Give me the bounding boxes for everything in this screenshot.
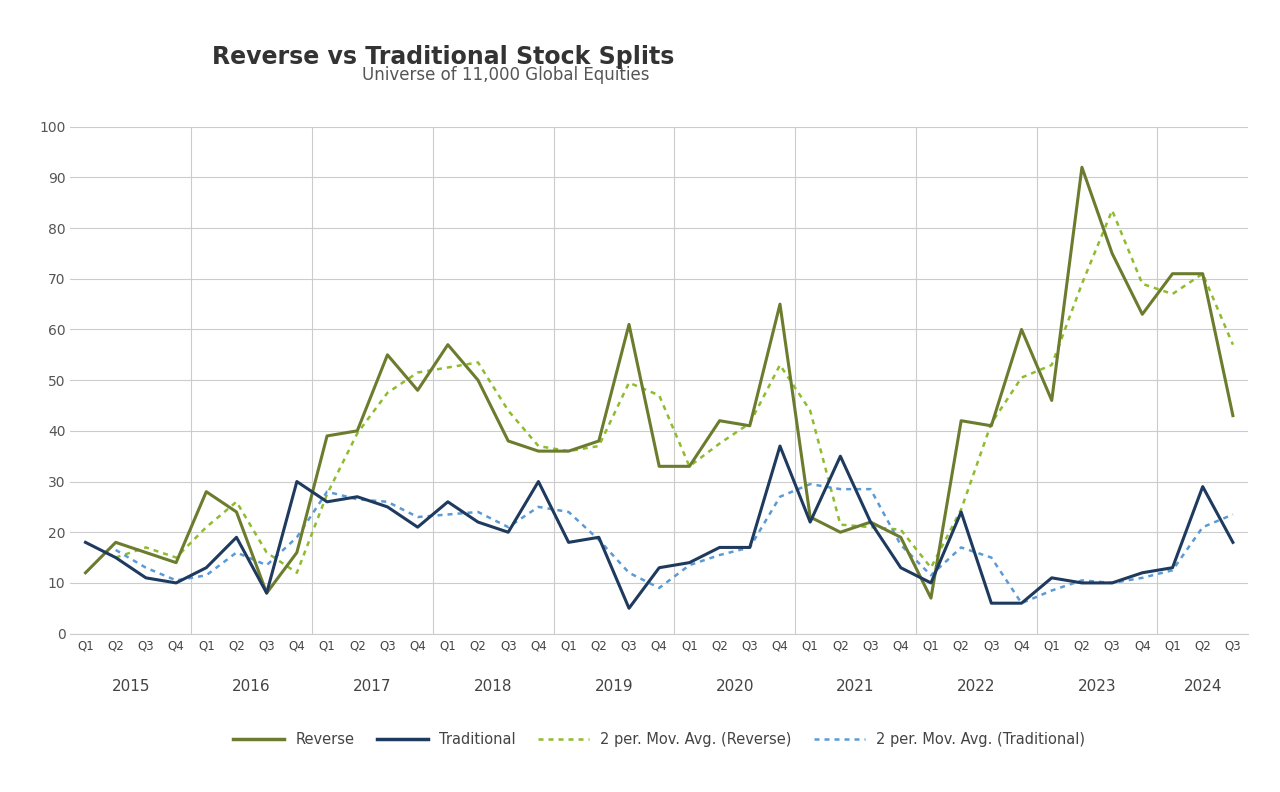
Text: 2015: 2015	[111, 680, 150, 695]
Legend: Reverse, Traditional, 2 per. Mov. Avg. (Reverse), 2 per. Mov. Avg. (Traditional): Reverse, Traditional, 2 per. Mov. Avg. (…	[227, 726, 1092, 753]
Text: 2019: 2019	[595, 680, 634, 695]
Text: 2024: 2024	[1184, 680, 1222, 695]
Text: 2023: 2023	[1078, 680, 1116, 695]
Text: 2021: 2021	[836, 680, 874, 695]
Text: 2022: 2022	[957, 680, 996, 695]
Text: 2016: 2016	[232, 680, 271, 695]
Text: 2017: 2017	[353, 680, 392, 695]
Text: 2018: 2018	[474, 680, 512, 695]
Text: Reverse vs Traditional Stock Splits: Reverse vs Traditional Stock Splits	[211, 45, 675, 69]
Text: 2020: 2020	[716, 680, 754, 695]
Text: Universe of 11,000 Global Equities: Universe of 11,000 Global Equities	[362, 67, 649, 84]
